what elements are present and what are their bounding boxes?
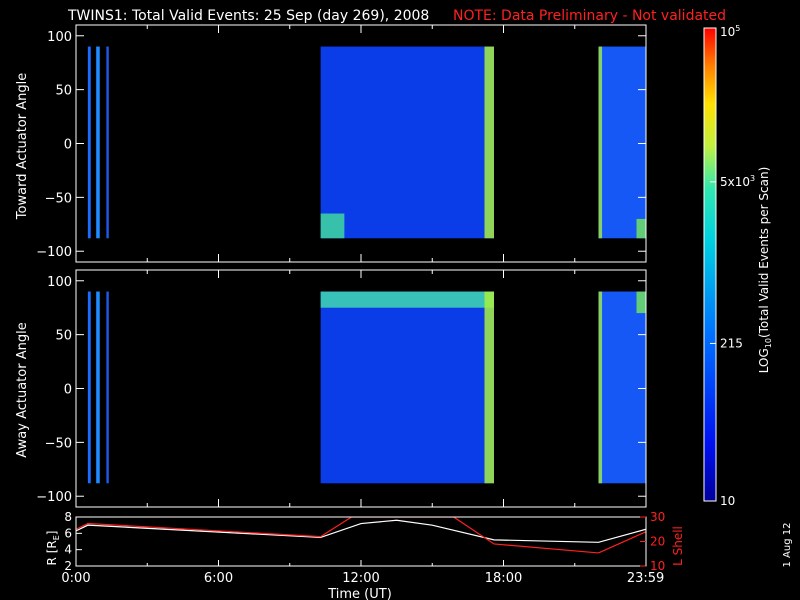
colorbar — [703, 27, 717, 502]
away-panel: −100 −50 0 50 100 — [36, 269, 647, 508]
heatmap-block-0 — [87, 46, 91, 239]
heatmap-highlight-1 — [484, 291, 494, 484]
heatmap-block-4 — [598, 46, 646, 239]
heatmap-block-2 — [106, 291, 109, 484]
heatmap-highlight-1 — [598, 46, 603, 239]
ytick-label: 8 — [64, 510, 72, 524]
colorbar-ticks: 10 215 5x103 105 — [710, 24, 755, 508]
ytick-label: 100 — [47, 30, 72, 45]
ytick-label: 6 — [64, 526, 72, 540]
heatmap-highlight-2 — [320, 213, 345, 239]
ytick-label-right: 20 — [650, 535, 665, 549]
radius-ylabel: R [RE] — [45, 531, 61, 566]
ytick-label: 50 — [55, 329, 72, 344]
ytick-label: 50 — [55, 84, 72, 99]
ytick-label: 2 — [64, 559, 72, 573]
heatmap-block-0 — [87, 291, 91, 484]
heatmap-highlight-3 — [636, 218, 646, 239]
colorbar-tick-label: 215 — [720, 336, 743, 350]
colorbar-tick-label: 105 — [720, 24, 740, 39]
orbit-series-0 — [76, 519, 646, 543]
time-xlabel: Time (UT) — [327, 587, 392, 600]
colorbar-tick-label: 5x103 — [720, 174, 755, 189]
away-ylabel: Away Actuator Angle — [15, 322, 30, 457]
date-stamp: 1 Aug 12 — [782, 523, 793, 568]
xtick-label: 0:00 — [61, 571, 90, 586]
chart-note: NOTE: Data Preliminary - Not validated — [453, 8, 726, 24]
colorbar-label: LOG10(Total Valid Events per Scan) — [757, 167, 773, 374]
xtick-label: 23:59 — [627, 571, 664, 586]
toward-panel: −100 −50 0 50 100 — [36, 24, 647, 263]
ytick-label: −50 — [45, 436, 72, 451]
xtick-label: 6:00 — [204, 571, 233, 586]
xtick-label: 12:00 — [342, 571, 379, 586]
chart-title: TWINS1: Total Valid Events: 25 Sep (day … — [67, 8, 429, 24]
heatmap-block-4 — [598, 291, 646, 484]
ytick-label: −50 — [45, 191, 72, 206]
heatmap-highlight-3 — [636, 291, 646, 314]
ytick-label: −100 — [36, 490, 72, 505]
heatmap-block-3 — [320, 291, 494, 484]
heatmap-highlight-0 — [320, 291, 494, 308]
heatmap-highlight-0 — [484, 46, 494, 239]
ytick-label: 100 — [47, 275, 72, 290]
toward-ylabel: Toward Actuator Angle — [15, 73, 30, 220]
xtick-label: 18:00 — [485, 571, 522, 586]
orbit-panel: 2 4 6 8 10 20 30 0:00 6:00 12:00 18:00 23:59 — [61, 510, 665, 586]
heatmap-block-1 — [96, 291, 100, 484]
heatmap-block-2 — [106, 46, 109, 239]
ytick-label-right: 10 — [650, 559, 665, 573]
ytick-label-right: 30 — [650, 510, 665, 524]
ytick-label: 0 — [64, 383, 72, 398]
ytick-label: 4 — [64, 543, 72, 557]
colorbar-tick-label: 10 — [720, 494, 735, 508]
heatmap-block-1 — [96, 46, 100, 239]
heatmap-block-3 — [320, 46, 494, 239]
ytick-label: −100 — [36, 245, 72, 260]
ytick-label: 0 — [64, 138, 72, 153]
orbit-series-1 — [76, 517, 646, 554]
heatmap-highlight-2 — [598, 291, 603, 484]
lshell-ylabel: L Shell — [671, 526, 685, 566]
